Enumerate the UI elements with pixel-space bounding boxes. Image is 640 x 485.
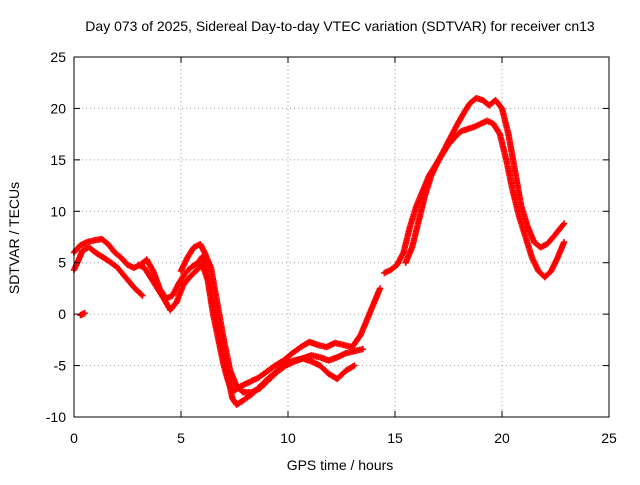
data-marks-layer bbox=[70, 94, 568, 408]
data-point-marker bbox=[351, 362, 358, 369]
y-tick-label: 15 bbox=[50, 152, 66, 168]
series-track-g bbox=[77, 309, 88, 319]
y-tick-label: 5 bbox=[58, 255, 66, 271]
y-tick-label: 0 bbox=[58, 306, 66, 322]
data-point-marker bbox=[560, 238, 568, 246]
x-tick-label: 10 bbox=[280, 430, 296, 446]
y-tick-label: 20 bbox=[50, 100, 66, 116]
y-axis-label: SDTVAR / TECUs bbox=[6, 182, 22, 294]
ticks-layer: 0 5 10 15 20 25 -10 -5 0 5 10 15 20 25 bbox=[46, 49, 617, 446]
x-axis-label: GPS time / hours bbox=[287, 457, 394, 473]
data-point-marker bbox=[376, 285, 384, 292]
grid-layer bbox=[74, 57, 609, 417]
chart-title: Day 073 of 2025, Sidereal Day-to-day VTE… bbox=[85, 18, 595, 34]
y-tick-label: 10 bbox=[50, 203, 66, 219]
series-track-c bbox=[177, 241, 367, 396]
data-point-marker bbox=[238, 387, 245, 395]
x-tick-label: 20 bbox=[494, 430, 510, 446]
x-tick-label: 5 bbox=[177, 430, 185, 446]
plot-border bbox=[73, 56, 610, 418]
series-track-e bbox=[402, 94, 568, 266]
data-point-marker bbox=[560, 220, 568, 227]
data-point-marker bbox=[359, 345, 367, 353]
y-tick-label: 25 bbox=[50, 49, 66, 65]
x-tick-label: 15 bbox=[387, 430, 403, 446]
data-point-marker bbox=[138, 291, 145, 298]
data-point-marker bbox=[139, 292, 146, 299]
data-point-marker bbox=[559, 221, 567, 229]
x-tick-label: 0 bbox=[70, 430, 78, 446]
y-tick-label: -5 bbox=[54, 358, 67, 374]
data-point-marker bbox=[81, 309, 88, 317]
series-track-f bbox=[70, 244, 146, 299]
y-tick-label: -10 bbox=[46, 409, 66, 425]
x-tick-label: 25 bbox=[601, 430, 617, 446]
